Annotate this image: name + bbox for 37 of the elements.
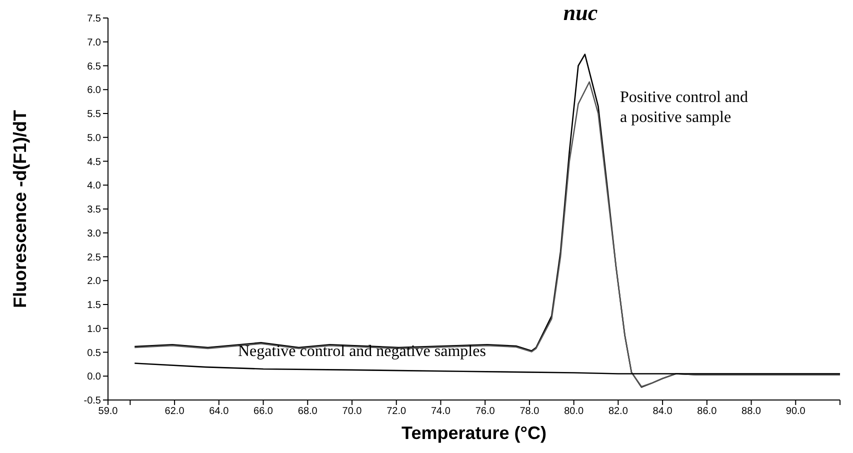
x-axis-title: Temperature (°C)	[400, 423, 548, 444]
y-tick-label: 3.0	[87, 228, 102, 240]
x-tick-label: 72.0	[386, 406, 407, 418]
y-tick-label: 4.5	[87, 156, 102, 168]
y-tick-label: 1.0	[87, 324, 102, 335]
x-tick-label: 80.0	[564, 406, 584, 418]
x-tick-label: 82.0	[608, 406, 628, 418]
x-tick-label: 86.0	[697, 406, 718, 418]
x-tick-label: 66.0	[254, 406, 274, 418]
x-tick-label: 62.0	[164, 406, 185, 418]
y-tick-label: -0.5	[84, 396, 102, 407]
y-tick-label: 7.0	[87, 37, 102, 48]
x-tick-label: 88.0	[742, 406, 762, 418]
y-tick-label: 2.0	[87, 276, 102, 288]
y-tick-label: 5.5	[87, 109, 102, 120]
y-tick-label: 5.0	[87, 132, 102, 144]
y-tick-label: 4.0	[87, 180, 102, 192]
y-tick-label: 0.0	[87, 372, 102, 383]
y-tick-label: 6.5	[87, 61, 102, 72]
y-tick-label: 7.5	[87, 14, 102, 25]
annotation: Positive control and a positive sample	[620, 88, 748, 128]
y-axis-title: Fluorescence -d(F1)/dT	[10, 108, 31, 310]
x-tick-label: 84.0	[652, 406, 673, 418]
x-tick-label: 74.0	[430, 406, 451, 418]
x-tick-label: 76.0	[475, 406, 496, 418]
x-tick-label: 64.0	[209, 406, 230, 418]
y-tick-label: 2.5	[87, 252, 102, 264]
x-tick-label: 90.0	[786, 406, 806, 418]
chart-title: nuc	[562, 0, 599, 26]
x-tick-label: 78.0	[520, 406, 540, 418]
x-tick-label: 68.0	[298, 406, 318, 418]
y-tick-label: 0.5	[87, 348, 102, 359]
x-tick-label: 59.0	[98, 406, 118, 418]
y-tick-label: 3.5	[87, 204, 102, 216]
y-tick-label: 1.5	[87, 300, 102, 312]
y-tick-label: 6.0	[87, 85, 102, 96]
x-tick-label: 70.0	[342, 406, 362, 418]
